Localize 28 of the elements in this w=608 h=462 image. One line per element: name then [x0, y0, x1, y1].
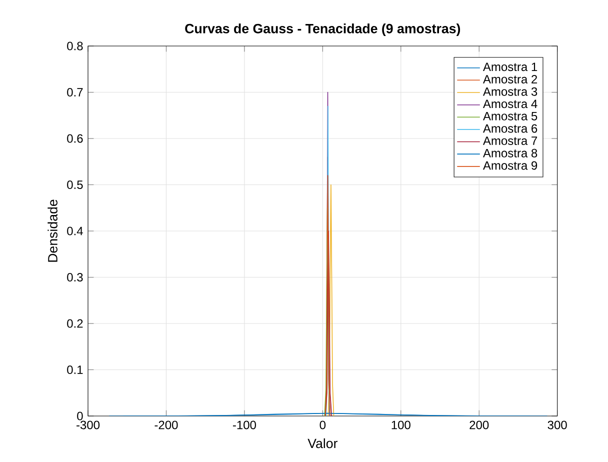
legend-label: Amostra 8: [482, 148, 538, 158]
legend-label: Amostra 7: [482, 136, 538, 145]
x-tick-label: 200: [470, 420, 489, 430]
x-tick-label: 0: [320, 420, 326, 430]
x-tick-label: -100: [232, 420, 256, 430]
x-axis-title: Valor: [308, 438, 338, 448]
legend-label: Amostra 3: [482, 87, 538, 96]
legend-label: Amostra 1: [482, 62, 538, 72]
legend-label: Amostra 5: [482, 112, 538, 120]
x-tick-label: 100: [392, 420, 410, 430]
y-tick-label: 0.7: [67, 88, 83, 97]
legend-label: Amostra 6: [482, 124, 538, 133]
y-tick-label: 0.1: [67, 365, 83, 374]
x-tick-label: 300: [548, 420, 567, 430]
chart-title: Curvas de Gauss - Tenacidade (9 amostras): [185, 24, 460, 36]
legend-label: Amostra 9: [482, 161, 538, 170]
y-tick-label: 0.2: [67, 319, 83, 328]
legend-label: Amostra 4: [482, 100, 538, 108]
y-tick-label: 0.8: [67, 42, 83, 50]
y-tick-label: 0.6: [67, 134, 83, 143]
x-tick-label: -300: [76, 420, 100, 430]
y-tick-label: 0: [77, 412, 83, 420]
legend-label: Amostra 2: [482, 74, 538, 84]
y-tick-label: 0.5: [67, 180, 83, 190]
x-tick-label: -200: [154, 420, 178, 430]
y-axis-title: Densidade: [48, 200, 58, 262]
y-tick-label: 0.4: [67, 226, 83, 236]
y-tick-label: 0.3: [67, 273, 83, 282]
